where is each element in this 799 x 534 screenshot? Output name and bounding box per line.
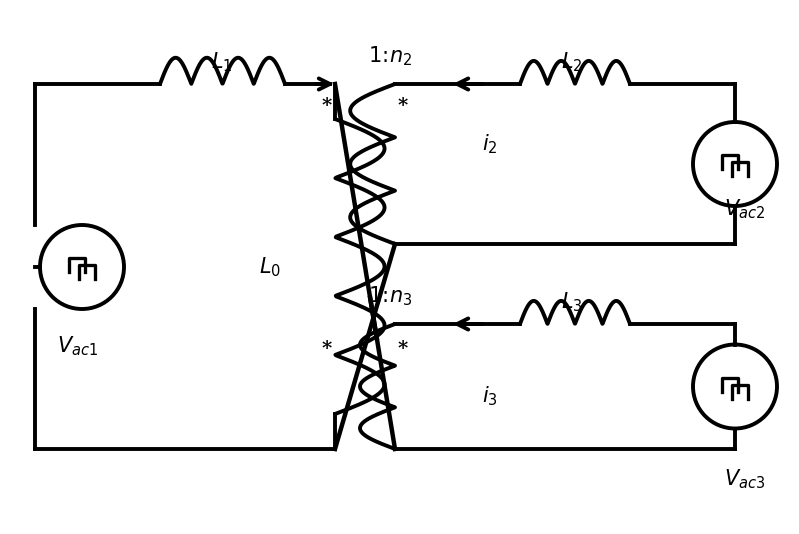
Text: $1\!:\!n_2$: $1\!:\!n_2$ [368,44,412,68]
Text: *: * [398,340,408,358]
Text: $1\!:\!n_3$: $1\!:\!n_3$ [368,284,412,308]
Text: $i_3$: $i_3$ [482,384,498,408]
Text: $L_1$: $L_1$ [211,50,233,74]
Text: *: * [322,340,332,358]
Text: $V_{ac1}$: $V_{ac1}$ [58,334,98,358]
Text: $V_{ac2}$: $V_{ac2}$ [725,197,765,221]
Text: *: * [322,97,332,115]
Text: $L_2$: $L_2$ [561,50,582,74]
Text: $L_0$: $L_0$ [259,255,281,279]
Text: $L_3$: $L_3$ [561,290,582,314]
Text: $V_{ac3}$: $V_{ac3}$ [725,467,765,491]
Text: $i_2$: $i_2$ [482,132,498,156]
Text: *: * [398,97,408,115]
